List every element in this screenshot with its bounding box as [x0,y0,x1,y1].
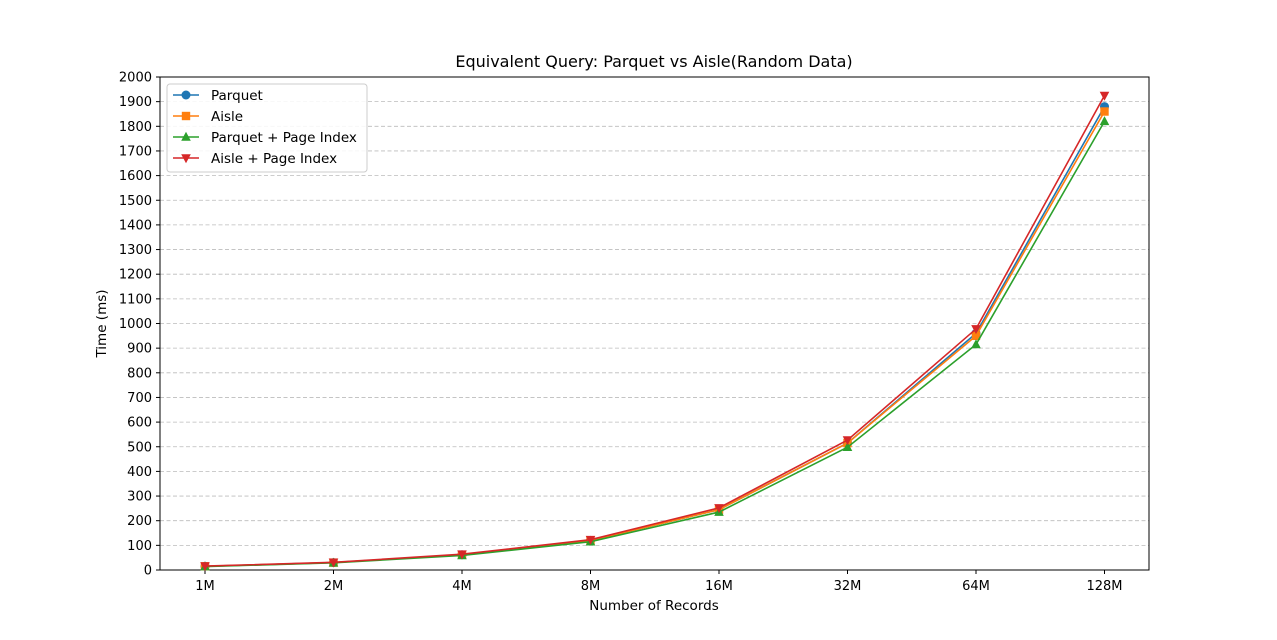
x-tick-label: 4M [452,579,472,594]
y-tick-label: 800 [127,366,152,381]
legend-marker [181,90,191,100]
x-axis-label: Number of Records [589,598,719,614]
legend-label: Aisle [211,109,243,125]
x-axis: 1M 2M 4M 8M 16M 32M 64M 128M [195,570,1123,594]
x-tick-label: 128M [1086,579,1122,594]
legend-item: Parquet [173,88,263,104]
y-tick-label: 0 [144,564,152,579]
y-axis-label: Time (ms) [94,289,110,358]
data-point [457,550,467,560]
y-tick-label: 500 [127,440,152,455]
data-point [842,436,853,446]
data-point [971,331,981,341]
y-tick-label: 1500 [119,194,152,209]
x-tick-label: 32M [834,579,862,594]
legend-marker [181,154,191,164]
data-point [200,562,210,572]
x-tick-label: 8M [581,579,601,594]
y-tick-label: 1200 [119,268,152,283]
legend-label: Parquet + Page Index [211,130,357,146]
data-point [971,325,981,335]
series-aisle-page-index [200,91,1110,572]
legend-label: Aisle + Page Index [211,151,337,167]
data-point [585,535,596,545]
y-tick-label: 100 [127,539,152,554]
legend-item: Parquet + Page Index [173,130,357,146]
y-tick-label: 1300 [119,243,152,258]
y-axis: 0 100 200 300 400 500 600 700 800 900 1000 1100 1200… [119,71,160,579]
y-tick-label: 1700 [119,144,152,159]
x-tick-label: 2M [324,579,344,594]
y-tick-label: 2000 [119,71,152,86]
data-point [971,339,981,349]
y-tick-label: 700 [127,391,152,406]
y-tick-label: 200 [127,514,152,529]
data-point [842,442,853,452]
y-tick-label: 1100 [119,292,152,307]
x-tick-label: 64M [962,579,990,594]
data-point [1100,107,1109,116]
legend-label: Parquet [211,88,263,104]
data-point [1099,116,1110,126]
x-tick-label: 16M [705,579,733,594]
legend-marker [181,131,191,141]
y-tick-label: 1800 [119,120,152,135]
y-tick-label: 1600 [119,169,152,184]
y-tick-label: 300 [127,490,152,505]
legend-box [166,83,368,173]
legend: Parquet Aisle Parquet + Page Index Aisle + … [166,83,368,173]
series-layer [200,91,1110,572]
legend-item: Aisle + Page Index [173,151,337,167]
y-tick-label: 1400 [119,218,152,233]
legend-marker [181,111,191,121]
y-tick-label: 1900 [119,95,152,110]
series-line [204,95,1106,567]
y-tick-label: 600 [127,416,152,431]
data-point [1099,91,1110,101]
chart-title: Equivalent Query: Parquet vs Aisle(Rando… [455,52,852,71]
data-point [714,504,724,514]
x-tick-label: 1M [195,579,215,594]
y-tick-label: 900 [127,342,152,357]
y-tick-label: 1000 [119,317,152,332]
legend-item: Aisle [173,109,243,125]
data-point [328,558,339,568]
y-tick-label: 400 [127,465,152,480]
